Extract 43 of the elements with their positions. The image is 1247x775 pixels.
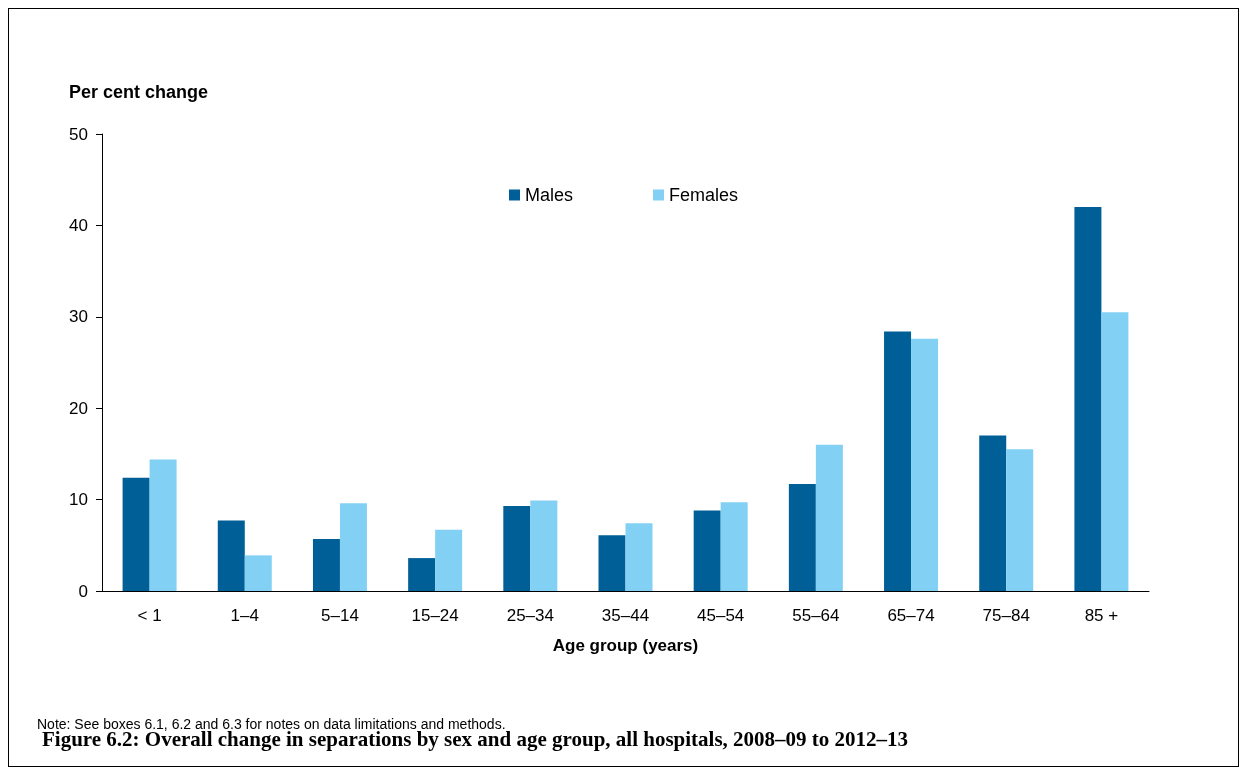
bar — [149, 459, 177, 591]
x-tick-label: 25–34 — [506, 606, 554, 625]
y-tick-label: 10 — [69, 490, 88, 510]
y-tick-label: 30 — [69, 307, 88, 327]
bar — [911, 338, 939, 591]
x-tick-label: 75–84 — [982, 606, 1030, 625]
legend-label: Males — [524, 185, 573, 205]
bar — [1074, 207, 1102, 591]
bar — [312, 538, 340, 591]
x-tick-label: 5–14 — [321, 606, 359, 625]
y-axis-title: Per cent change — [69, 82, 209, 102]
bar — [1101, 312, 1129, 591]
bar — [244, 555, 272, 591]
bar — [884, 331, 912, 591]
x-axis-title: Age group (years) — [552, 636, 699, 655]
x-tick-label: 45–54 — [697, 606, 745, 625]
x-tick-label: 15–24 — [411, 606, 459, 625]
x-tick-label: 35–44 — [601, 606, 650, 625]
bar — [815, 444, 843, 591]
bar — [122, 477, 150, 591]
bar — [788, 484, 816, 591]
bar — [217, 520, 245, 591]
y-tick-label: 50 — [69, 124, 88, 144]
bar — [1006, 449, 1034, 591]
x-tick-label: 85 + — [1084, 606, 1119, 625]
y-tick-label: 0 — [78, 581, 88, 601]
bar — [625, 523, 653, 591]
bar — [598, 535, 626, 591]
bar — [339, 503, 367, 591]
bar — [435, 529, 463, 591]
x-tick-label: < 1 — [137, 606, 162, 625]
y-tick-label: 20 — [69, 398, 88, 418]
bar — [693, 510, 721, 591]
bar — [720, 502, 748, 591]
x-tick-label: 55–64 — [792, 606, 840, 625]
legend-label: Females — [669, 185, 739, 205]
bar — [408, 558, 436, 591]
x-tick-label: 65–74 — [887, 606, 935, 625]
y-tick-label: 40 — [69, 215, 88, 235]
x-tick-label: 1–4 — [230, 606, 259, 625]
bar — [979, 435, 1007, 591]
bar — [503, 506, 531, 591]
bar — [530, 500, 558, 591]
